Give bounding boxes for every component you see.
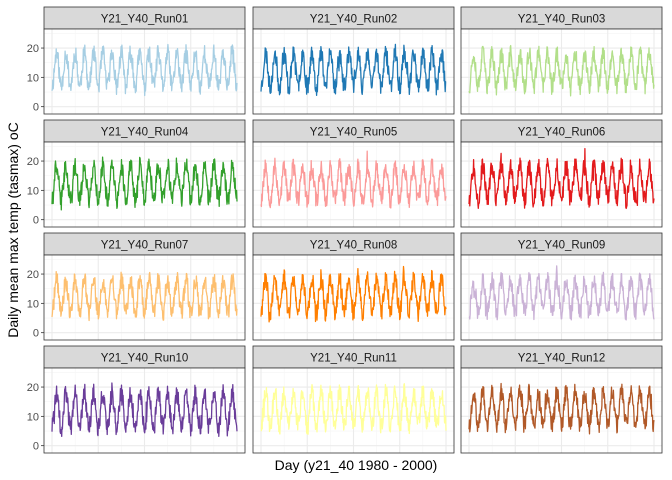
series-line bbox=[51, 43, 238, 97]
panel-border bbox=[43, 254, 246, 341]
facet-strip-label: Y21_Y40_Run11 bbox=[310, 353, 397, 365]
facet-strip-label: Y21_Y40_Run05 bbox=[310, 127, 398, 139]
panel-border bbox=[43, 141, 246, 228]
facet-panel: Y21_Y40_Run01 0 10 20 bbox=[27, 6, 246, 115]
facet-strip-label: Y21_Y40_Run08 bbox=[310, 240, 398, 252]
series-line bbox=[260, 383, 447, 435]
y-tick-label: 20 bbox=[27, 156, 39, 168]
panel-border bbox=[252, 28, 455, 115]
facet-panel: Y21_Y40_Run08 bbox=[252, 232, 455, 341]
facet-strip-label: Y21_Y40_Run06 bbox=[518, 127, 606, 139]
facet-panel: Y21_Y40_Run11 bbox=[252, 345, 455, 454]
panel-border bbox=[460, 254, 663, 341]
series-line bbox=[468, 147, 655, 210]
facet-panel: Y21_Y40_Run03 bbox=[460, 6, 663, 115]
panel-border bbox=[43, 367, 246, 454]
y-axis-title: Daily mean max temp (tasmax) oC bbox=[5, 122, 21, 338]
facet-strip-label: Y21_Y40_Run12 bbox=[518, 353, 606, 365]
facet-panel: Y21_Y40_Run05 bbox=[252, 119, 455, 228]
y-tick-label: 10 bbox=[27, 185, 39, 197]
facet-strip-label: Y21_Y40_Run03 bbox=[518, 14, 606, 26]
facet-strip-label: Y21_Y40_Run02 bbox=[310, 14, 398, 26]
panel-border bbox=[252, 141, 455, 228]
y-tick-label: 0 bbox=[33, 441, 39, 453]
y-tick-label: 10 bbox=[27, 72, 39, 84]
y-tick-label: 0 bbox=[33, 102, 39, 114]
facet-strip-label: Y21_Y40_Run10 bbox=[101, 353, 189, 365]
series-line bbox=[260, 43, 447, 96]
y-tick-label: 10 bbox=[27, 298, 39, 310]
facet-strip-label: Y21_Y40_Run01 bbox=[101, 14, 189, 26]
series-line bbox=[51, 156, 238, 211]
facet-panel: Y21_Y40_Run09 bbox=[460, 232, 663, 341]
facet-strip-label: Y21_Y40_Run09 bbox=[518, 240, 606, 252]
y-tick-label: 0 bbox=[33, 215, 39, 227]
facet-strip-label: Y21_Y40_Run07 bbox=[101, 240, 189, 252]
facet-strip-label: Y21_Y40_Run04 bbox=[101, 127, 189, 139]
panel-border bbox=[43, 28, 246, 115]
facet-panel: Y21_Y40_Run04 0 10 20 bbox=[27, 119, 246, 228]
facet-panel: Y21_Y40_Run10 0 10 20 bbox=[27, 345, 246, 454]
y-tick-label: 10 bbox=[27, 411, 39, 423]
x-axis-title: Day (y21_40 1980 - 2000) bbox=[275, 457, 438, 473]
series-line bbox=[51, 271, 238, 322]
facet-panel: Y21_Y40_Run06 bbox=[460, 119, 663, 228]
panel-border bbox=[460, 141, 663, 228]
facet-panels: Y21_Y40_Run01 0 10 20 Y21_Y40_Run02 Y21_Y40_R… bbox=[27, 6, 663, 454]
y-tick-label: 20 bbox=[27, 269, 39, 281]
y-tick-label: 0 bbox=[33, 328, 39, 340]
y-tick-label: 20 bbox=[27, 382, 39, 394]
facet-panel: Y21_Y40_Run12 bbox=[460, 345, 663, 454]
series-line bbox=[51, 382, 238, 438]
series-line bbox=[468, 382, 655, 435]
panel-border bbox=[252, 254, 455, 341]
series-line bbox=[468, 44, 655, 97]
facet-panel: Y21_Y40_Run02 bbox=[252, 6, 455, 115]
series-line bbox=[260, 265, 447, 323]
series-line bbox=[468, 265, 655, 321]
panel-border bbox=[252, 367, 455, 454]
panel-border bbox=[460, 367, 663, 454]
series-line bbox=[260, 150, 447, 209]
facet-panel: Y21_Y40_Run07 0 10 20 bbox=[27, 232, 246, 341]
y-tick-label: 20 bbox=[27, 43, 39, 55]
panel-border bbox=[460, 28, 663, 115]
